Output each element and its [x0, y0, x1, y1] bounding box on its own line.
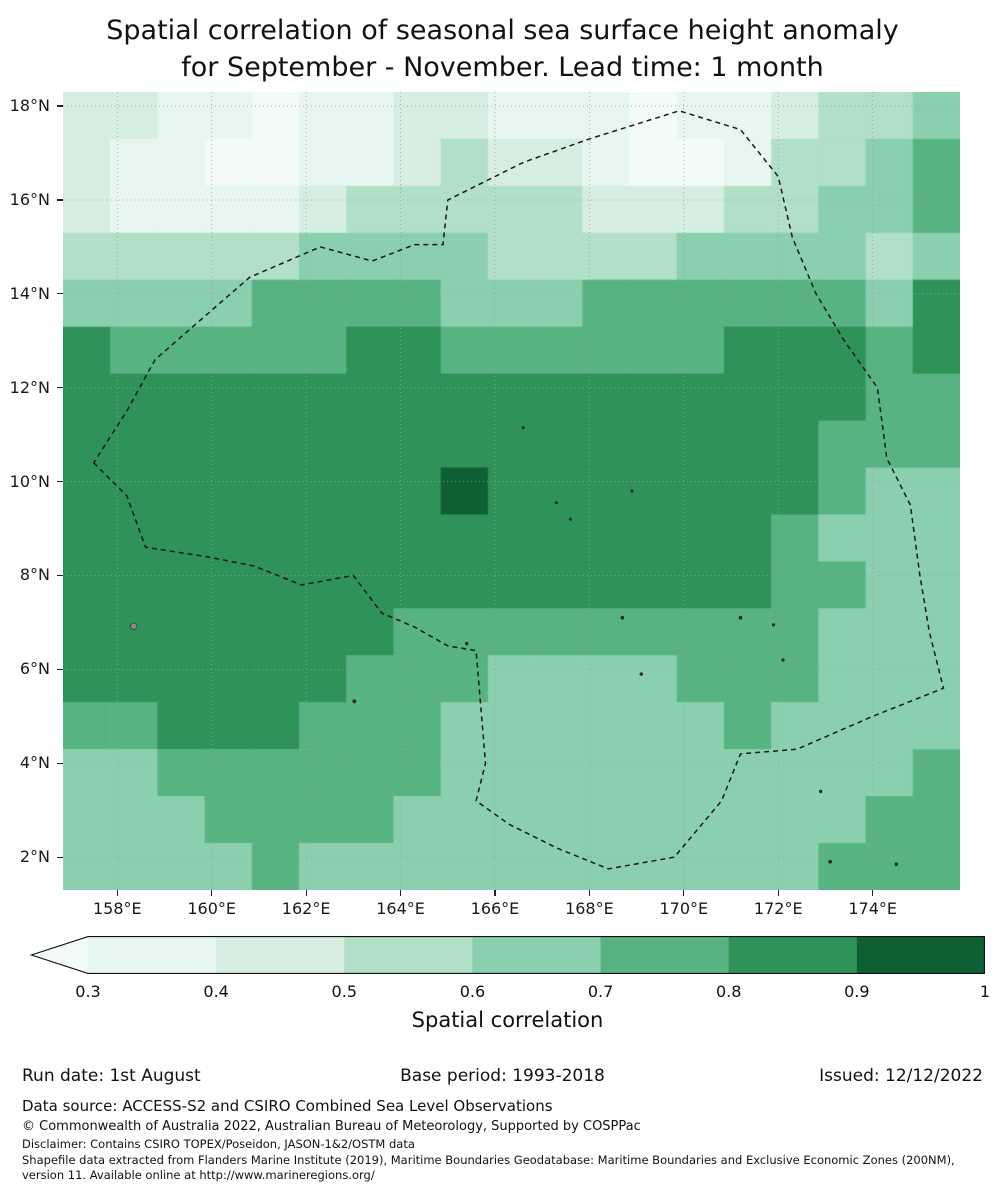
island-marker	[828, 859, 833, 864]
colorbar-under-arrow	[31, 936, 88, 974]
x-tick-label: 158°E	[92, 899, 142, 918]
colorbar-segment	[88, 936, 217, 974]
island-marker	[781, 658, 785, 662]
y-tick-label: 16°N	[9, 189, 50, 209]
y-tick-label: 10°N	[9, 471, 50, 491]
colorbar-label: Spatial correlation	[411, 1008, 604, 1032]
y-tick-mark	[57, 481, 63, 483]
y-tick-mark	[57, 856, 63, 858]
island-marker	[630, 489, 634, 493]
y-tick-mark	[57, 762, 63, 764]
y-tick-mark	[57, 387, 63, 389]
disclaimer-text: Disclaimer: Contains CSIRO TOPEX/Poseido…	[22, 1137, 415, 1151]
colorbar-tick-label: 0.3	[75, 982, 101, 1001]
correlation-map-plot	[63, 92, 960, 890]
island-marker	[568, 517, 572, 521]
x-tick-label: 172°E	[753, 899, 803, 918]
y-tick-label: 14°N	[9, 283, 50, 303]
island-marker	[620, 615, 625, 620]
colorbar-tick-label: 0.6	[459, 982, 486, 1001]
x-tick-label: 170°E	[659, 899, 709, 918]
copyright-text: © Commonwealth of Australia 2022, Austra…	[22, 1119, 641, 1134]
y-tick-mark	[57, 293, 63, 295]
colorbar-svg	[29, 936, 986, 974]
x-axis: 158°E 160°E 162°E 164°E 166°E 168°E 170°E 172°E…	[63, 890, 960, 926]
x-tick-mark	[683, 890, 685, 896]
shapefile-attribution-text: Shapefile data extracted from Flanders M…	[22, 1153, 955, 1182]
x-tick-mark	[494, 890, 496, 896]
colorbar-tick-label: 0.4	[203, 982, 229, 1001]
heatmap-canvas	[63, 92, 960, 890]
y-tick-mark	[57, 199, 63, 201]
colorbar-segment	[216, 936, 345, 974]
issued-date-text: Issued: 12/12/2022	[819, 1066, 983, 1086]
eez-boundary-line	[92, 110, 945, 870]
colorbar-tick-label: 0.9	[844, 982, 870, 1001]
y-tick-label: 12°N	[9, 377, 50, 397]
y-tick-label: 2°N	[19, 847, 50, 867]
y-tick-mark	[57, 105, 63, 107]
x-tick-mark	[588, 890, 590, 896]
x-tick-mark	[116, 890, 118, 896]
colorbar-tick-label: 0.8	[715, 982, 742, 1001]
data-source-text: Data source: ACCESS-S2 and CSIRO Combine…	[22, 1097, 553, 1115]
chart-title-line2: for September - November. Lead time: 1 m…	[181, 51, 824, 83]
x-tick-label: 168°E	[565, 899, 614, 918]
run-date-text: Run date: 1st August	[22, 1066, 201, 1086]
island-marker	[465, 641, 469, 646]
map-overlay-svg	[63, 92, 960, 890]
colorbar-segment	[344, 936, 473, 974]
meta-row: Run date: 1st August Base period: 1993-2…	[0, 1066, 1005, 1090]
colorbar-segment	[856, 936, 986, 974]
x-tick-label: 166°E	[470, 899, 520, 918]
y-axis: 18°N 16°N 14°N 12°N 10°N 8°N 6°N 4°N 2°N	[0, 92, 63, 890]
island-marker	[639, 672, 643, 676]
footnotes: Data source: ACCESS-S2 and CSIRO Combine…	[22, 1097, 990, 1183]
colorbar-ticks: 0.3 0.4 0.5 0.6 0.7 0.8 0.9 1	[30, 978, 990, 1004]
x-tick-label: 162°E	[281, 899, 331, 918]
colorbar-segment	[728, 936, 858, 974]
island-marker	[738, 615, 743, 620]
x-tick-label: 174°E	[848, 899, 897, 918]
island-marker	[521, 426, 525, 430]
y-tick-mark	[57, 668, 63, 670]
y-tick-label: 6°N	[19, 659, 50, 679]
island-marker	[818, 789, 823, 794]
x-tick-label: 160°E	[187, 899, 237, 918]
x-tick-mark	[399, 890, 402, 896]
x-tick-mark	[211, 890, 213, 896]
island-marker	[352, 699, 357, 704]
y-tick-label: 18°N	[9, 96, 50, 116]
colorbar: 0.3 0.4 0.5 0.6 0.7 0.8 0.9 1 Spatial correlati…	[29, 936, 990, 1032]
base-period-text: Base period: 1993-2018	[400, 1066, 605, 1086]
colorbar-tick-label: 0.7	[587, 982, 614, 1001]
island-marker	[894, 862, 898, 866]
y-tick-label: 4°N	[19, 753, 50, 773]
island-marker	[554, 501, 558, 505]
x-tick-mark	[872, 890, 874, 896]
island-marker	[130, 622, 138, 630]
colorbar-tick-label: 1	[979, 982, 991, 1001]
chart-title-line1: Spatial correlation of seasonal sea surf…	[106, 15, 899, 46]
x-tick-label: 164°E	[376, 899, 425, 918]
x-tick-mark	[777, 890, 779, 896]
colorbar-segment	[472, 936, 601, 974]
chart-title: Spatial correlation of seasonal sea surf…	[0, 13, 1005, 87]
colorbar-segment	[600, 936, 730, 974]
y-tick-label: 8°N	[19, 565, 50, 585]
x-tick-mark	[305, 890, 307, 896]
y-tick-mark	[57, 574, 63, 577]
colorbar-outline	[29, 936, 985, 974]
colorbar-tick-label: 0.5	[331, 982, 358, 1001]
island-marker	[771, 623, 776, 627]
